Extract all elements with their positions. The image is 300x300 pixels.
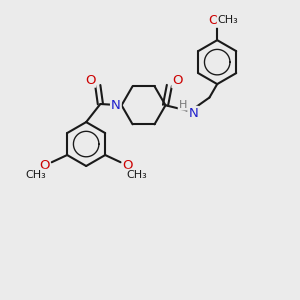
Text: N: N — [111, 99, 121, 112]
Text: O: O — [123, 159, 133, 172]
Text: O: O — [39, 159, 50, 172]
Text: H: H — [178, 100, 187, 110]
Text: CH₃: CH₃ — [218, 15, 238, 25]
Text: O: O — [85, 74, 95, 87]
Text: CH₃: CH₃ — [126, 170, 147, 180]
Text: CH₃: CH₃ — [25, 170, 46, 180]
Text: N: N — [188, 107, 198, 120]
Text: O: O — [172, 74, 183, 87]
Text: O: O — [208, 14, 219, 27]
